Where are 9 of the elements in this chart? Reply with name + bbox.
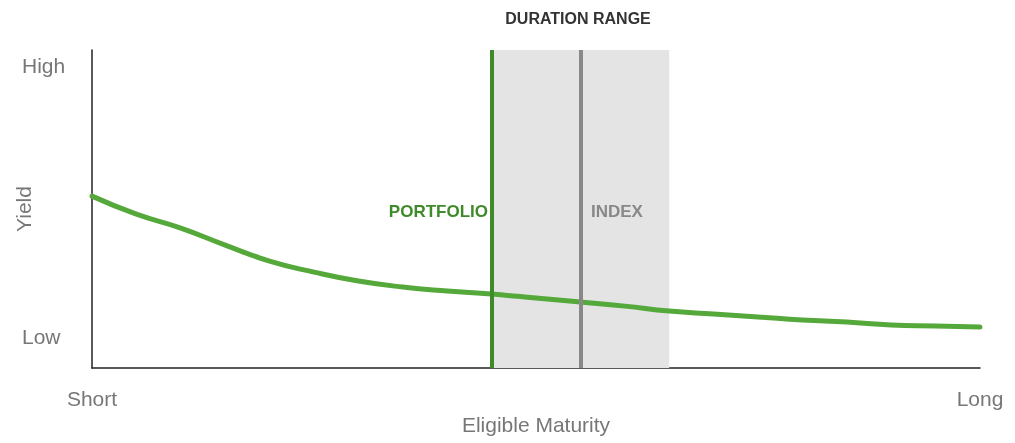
x-tick-label: Short <box>66 387 118 410</box>
y-axis-title: Yield <box>12 186 35 232</box>
text: Low <box>22 325 62 348</box>
x-tick-label: Long <box>956 387 1004 410</box>
annotation: PORTFOLIO <box>388 202 488 221</box>
text: High <box>22 54 66 77</box>
annotation: INDEX <box>591 202 644 221</box>
text: DURATION RANGE <box>505 9 652 27</box>
x-axis-title: Eligible Maturity <box>461 412 611 436</box>
